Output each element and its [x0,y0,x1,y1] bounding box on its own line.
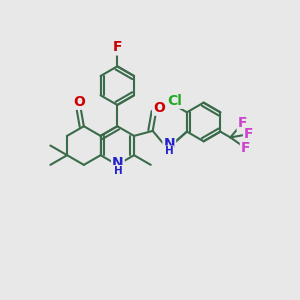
Text: N: N [112,156,124,170]
Text: H: H [113,166,122,176]
Text: O: O [153,101,165,115]
Text: O: O [73,95,85,109]
Text: F: F [238,116,247,130]
Text: N: N [164,137,175,152]
Text: F: F [244,127,254,141]
Text: H: H [165,146,174,156]
Text: F: F [241,141,250,155]
Text: Cl: Cl [167,94,182,108]
Text: F: F [112,40,122,55]
